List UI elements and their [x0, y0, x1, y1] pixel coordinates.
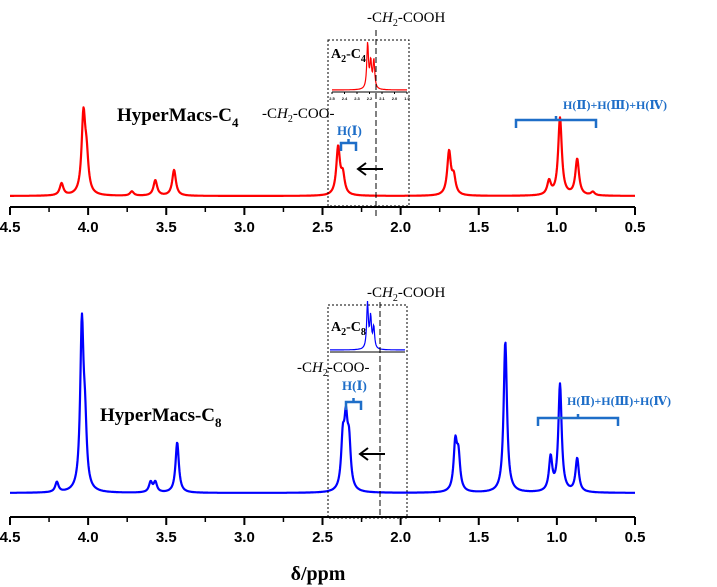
tick-label: 1.5 [468, 219, 489, 236]
h-other-label-c8: H(Ⅱ)+H(Ⅲ)+H(Ⅳ) [567, 394, 671, 408]
spectrum-trace-c4 [10, 106, 635, 197]
tick-label: 4.0 [78, 529, 99, 546]
tick-label: 3.0 [234, 219, 255, 236]
h1-bracket-c8 [344, 398, 363, 410]
spectrum-trace-c8 [10, 312, 635, 494]
tick-label: 2.4 [342, 96, 348, 101]
inset-ticks-c4: 2.5 2.4 2.3 2.2 2.1 2.0 1.9 [329, 92, 411, 101]
tick-label: 3.0 [234, 529, 255, 546]
tick-label: 3.5 [156, 529, 177, 546]
sample-label-c8: HyperMacs-C8 [100, 405, 222, 430]
x-ticks-c8: 4.5 4.0 3.5 3.0 2.5 2.0 1.5 1.0 0.5 [0, 517, 645, 546]
tick-label: 4.0 [78, 219, 99, 236]
inset-frame-c4 [327, 39, 410, 207]
tick-label: 4.5 [0, 219, 20, 236]
tick-label: 3.5 [156, 219, 177, 236]
tick-label: 1.5 [468, 529, 489, 546]
ester-label-c8: -CH2-COO- [297, 360, 370, 379]
inset-trace-c8 [330, 300, 405, 351]
tick-label: 1.9 [404, 96, 410, 101]
inset-trace-c4 [332, 42, 407, 91]
cooh-label-c8: -CH2-COOH [367, 285, 446, 304]
ester-label-c4: -CH2-COO- [262, 106, 335, 125]
tick-label: 2.1 [379, 96, 385, 101]
h1-label-c8: H(Ⅰ) [342, 378, 367, 393]
tick-label: 2.0 [390, 219, 411, 236]
panel-c8: 4.5 4.0 3.5 3.0 2.5 2.0 1.5 1.0 0.5 A2-C8 -CH2-C… [0, 285, 671, 585]
tick-label: 1.0 [546, 529, 567, 546]
tick-label: 1.0 [546, 219, 567, 236]
tick-label: 4.5 [0, 529, 20, 546]
h-other-label-c4: H(Ⅱ)+H(Ⅲ)+H(Ⅳ) [563, 98, 667, 112]
tick-label: 2.5 [312, 219, 333, 236]
tick-label: 2.2 [367, 96, 373, 101]
h1-bracket-c4 [339, 139, 358, 151]
tick-label: 2.3 [354, 96, 360, 101]
cooh-label-c4: -CH2-COOH [367, 10, 446, 29]
tick-label: 0.5 [625, 219, 646, 236]
h-other-bracket-c8 [536, 414, 620, 426]
tick-label: 2.0 [392, 96, 398, 101]
x-axis-title: δ/ppm [291, 563, 346, 585]
h-other-bracket-c4 [514, 116, 598, 128]
tick-label: 0.5 [625, 529, 646, 546]
h1-label-c4: H(Ⅰ) [337, 123, 362, 138]
tick-label: 2.5 [312, 529, 333, 546]
arrow-c4 [356, 162, 383, 176]
inset-frame-c8 [327, 304, 408, 519]
inset-label-c4: A2-C4 [331, 47, 366, 65]
tick-label: 2.0 [390, 529, 411, 546]
tick-label: 2.5 [329, 96, 335, 101]
x-ticks-c4: 4.5 4.0 3.5 3.0 2.5 2.0 1.5 1.0 0.5 [0, 207, 645, 236]
panel-c4: 4.5 4.0 3.5 3.0 2.5 2.0 1.5 1.0 0.5 2.5 2.4 2.3 2.2… [0, 10, 667, 236]
inset-label-c8: A2-C8 [331, 320, 366, 338]
sample-label-c4: HyperMacs-C4 [117, 105, 239, 130]
arrow-c8 [358, 447, 385, 461]
